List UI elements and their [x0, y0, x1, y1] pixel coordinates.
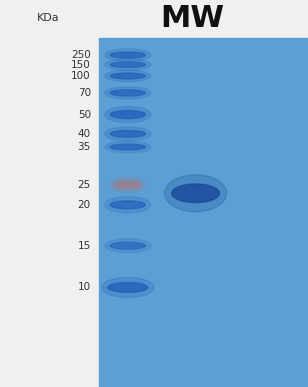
Text: MW: MW	[160, 4, 224, 33]
Text: 20: 20	[78, 200, 91, 210]
Text: 40: 40	[78, 129, 91, 139]
Ellipse shape	[105, 49, 151, 61]
Ellipse shape	[110, 62, 146, 67]
Ellipse shape	[110, 52, 146, 58]
Ellipse shape	[105, 70, 151, 82]
Ellipse shape	[105, 141, 151, 153]
Ellipse shape	[110, 111, 146, 118]
Text: 50: 50	[78, 110, 91, 120]
Ellipse shape	[110, 73, 146, 79]
Text: 35: 35	[78, 142, 91, 152]
Text: 10: 10	[78, 283, 91, 293]
Text: 25: 25	[78, 180, 91, 190]
Text: 250: 250	[71, 50, 91, 60]
Ellipse shape	[164, 175, 227, 212]
Ellipse shape	[110, 177, 145, 192]
Ellipse shape	[105, 106, 151, 123]
Ellipse shape	[110, 130, 146, 137]
Ellipse shape	[110, 242, 146, 249]
Text: 150: 150	[71, 60, 91, 70]
Text: 70: 70	[78, 88, 91, 98]
Ellipse shape	[172, 184, 220, 202]
Ellipse shape	[102, 277, 154, 298]
Ellipse shape	[105, 239, 151, 253]
Ellipse shape	[105, 87, 151, 99]
Ellipse shape	[110, 201, 146, 209]
Ellipse shape	[105, 127, 151, 141]
Bar	[99, 38, 308, 387]
Text: 100: 100	[71, 71, 91, 81]
Ellipse shape	[105, 59, 151, 70]
Ellipse shape	[114, 181, 141, 188]
Text: 15: 15	[78, 241, 91, 251]
Ellipse shape	[105, 197, 151, 213]
Text: KDa: KDa	[36, 14, 59, 24]
Ellipse shape	[110, 90, 146, 96]
Ellipse shape	[108, 283, 148, 293]
Ellipse shape	[110, 144, 146, 150]
